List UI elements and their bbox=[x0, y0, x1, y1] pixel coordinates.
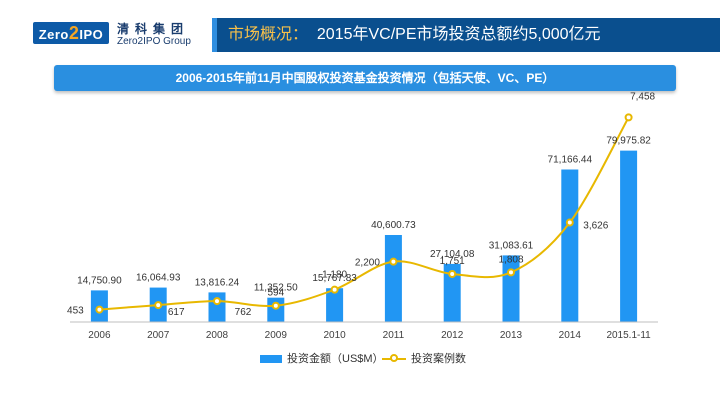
bar-2010 bbox=[326, 288, 344, 322]
line-point-2012 bbox=[448, 269, 457, 278]
bar-value-label: 13,816.24 bbox=[195, 277, 240, 288]
bar-value-label: 16,064.93 bbox=[136, 273, 181, 284]
x-tick-label: 2014 bbox=[559, 330, 582, 341]
bar-2008 bbox=[208, 292, 226, 322]
line-value-label: 2,200 bbox=[355, 258, 380, 269]
bar-2015.1-11 bbox=[620, 150, 638, 322]
x-tick-label: 2007 bbox=[147, 330, 170, 341]
bar-value-label: 27,104.08 bbox=[430, 249, 475, 260]
line-point-2011 bbox=[389, 257, 398, 266]
line-point-2010 bbox=[330, 285, 339, 294]
bar-value-label: 14,750.90 bbox=[77, 275, 122, 286]
bar-value-label: 40,600.73 bbox=[371, 220, 416, 231]
x-tick-label: 2006 bbox=[88, 330, 111, 341]
x-tick-label: 2013 bbox=[500, 330, 523, 341]
chart-title: 2006-2015年前11月中国股权投资基金投资情况（包括天使、VC、PE） bbox=[54, 65, 676, 91]
bar-2014 bbox=[561, 169, 579, 322]
line-point-2015.1-11 bbox=[624, 113, 633, 122]
x-tick-label: 2010 bbox=[323, 330, 346, 341]
legend-line-swatch bbox=[382, 354, 406, 363]
line-value-label: 1,180 bbox=[322, 270, 347, 281]
bar-value-label: 79,975.82 bbox=[606, 136, 651, 147]
legend-line-label: 投资案例数 bbox=[411, 353, 466, 365]
x-tick-label: 2015.1-11 bbox=[606, 330, 651, 341]
line-value-label: 762 bbox=[235, 307, 252, 318]
title-prefix: 市场概况： bbox=[228, 26, 309, 43]
line-point-2013 bbox=[507, 268, 515, 277]
x-tick-label: 2009 bbox=[265, 330, 288, 341]
title-main: 2015年VC/PE市场投资总额约5,000亿元 bbox=[316, 26, 601, 43]
bar-2013 bbox=[502, 255, 520, 322]
x-tick-label: 2011 bbox=[383, 330, 405, 341]
bar-2009 bbox=[267, 297, 285, 322]
page-title: 市场概况： 2015年VC/PE市场投资总额约5,000亿元 bbox=[228, 18, 601, 52]
logo: Zero2IPO bbox=[33, 22, 109, 44]
line-value-label: 1,751 bbox=[440, 256, 465, 267]
line-value-label: 453 bbox=[67, 306, 84, 317]
legend-bar: 投资金额（US$M） bbox=[260, 352, 384, 366]
legend-bar-swatch bbox=[260, 355, 282, 364]
title-accent bbox=[212, 18, 217, 52]
bar-value-label: 11,352.50 bbox=[254, 283, 298, 294]
line-point-2014 bbox=[565, 218, 574, 227]
logo-english-name: Zero2IPO Group bbox=[117, 36, 191, 47]
line-value-label: 594 bbox=[267, 288, 284, 299]
line-point-2007 bbox=[154, 301, 163, 310]
title-bar bbox=[212, 18, 720, 52]
logo-chinese-name: 清科集团 bbox=[117, 22, 190, 36]
legend-bar-label: 投资金额（US$M） bbox=[287, 353, 384, 365]
line-value-label: 7,458 bbox=[630, 91, 655, 102]
bar-value-label: 71,166.44 bbox=[548, 155, 593, 166]
x-tick-label: 2008 bbox=[206, 330, 229, 341]
line-value-label: 617 bbox=[168, 307, 185, 318]
series-line-cases bbox=[99, 116, 630, 311]
line-point-2006 bbox=[95, 305, 104, 314]
line-point-2008 bbox=[213, 297, 221, 306]
legend-line: 投资案例数 bbox=[382, 352, 466, 366]
line-value-label: 3,626 bbox=[583, 221, 608, 232]
line-point-2009 bbox=[271, 301, 280, 310]
bar-2012 bbox=[443, 263, 461, 322]
line-value-label: 1,808 bbox=[498, 254, 523, 265]
x-tick-label: 2012 bbox=[441, 330, 464, 341]
bar-value-label: 31,083.61 bbox=[489, 240, 534, 251]
bar-value-label: 15,767.83 bbox=[312, 273, 357, 284]
bar-2011 bbox=[384, 234, 402, 322]
